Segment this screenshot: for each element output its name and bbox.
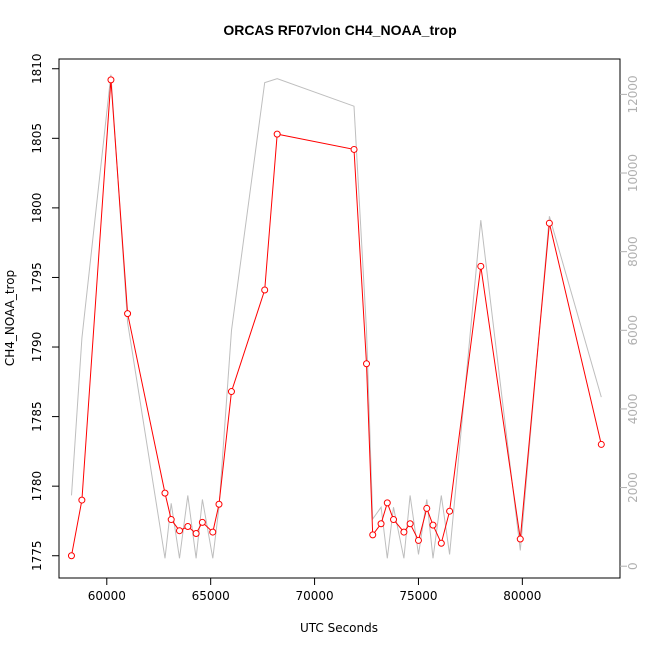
data-point-16 — [363, 360, 371, 368]
data-point-24 — [423, 504, 431, 512]
y2-tick-label-1: 2000 — [626, 472, 640, 503]
data-point-3 — [124, 310, 132, 318]
y2-axis: 0 2000 4000 6000 8000 10000 12000 — [620, 75, 640, 570]
y-tick-label-3: 1790 — [30, 332, 44, 363]
data-point-6 — [176, 527, 184, 535]
x-axis-label: UTC Seconds — [300, 621, 378, 635]
data-point-26 — [437, 539, 445, 547]
y-axis: 1775 1780 1785 1790 1795 1800 1805 1810 — [30, 53, 59, 571]
data-point-14 — [273, 130, 281, 138]
y2-tick-label-5: 10000 — [626, 154, 640, 192]
y2-tick-label-0: 0 — [626, 562, 640, 570]
y-tick-label-1: 1780 — [30, 471, 44, 502]
chart-title: ORCAS RF07vlon CH4_NOAA_trop — [223, 22, 456, 38]
y2-tick-label-3: 6000 — [626, 315, 640, 346]
data-point-11 — [215, 500, 223, 508]
data-point-23 — [414, 536, 422, 544]
data-point-21 — [400, 528, 408, 536]
data-point-10 — [209, 528, 217, 536]
y2-tick-label-2: 4000 — [626, 394, 640, 425]
data-point-2 — [107, 76, 115, 84]
plot-frame — [58, 58, 621, 579]
data-point-1 — [78, 496, 86, 504]
y-tick-label-6: 1805 — [30, 123, 44, 154]
x-tick-label-2: 70000 — [295, 589, 333, 603]
data-point-25 — [429, 521, 437, 529]
data-point-31 — [597, 440, 605, 448]
x-tick-label-1: 65000 — [192, 589, 230, 603]
data-point-17 — [369, 531, 377, 539]
data-point-4 — [161, 489, 169, 497]
y2-tick-label-4: 8000 — [626, 236, 640, 267]
x-axis: 60000 65000 70000 75000 80000 — [88, 578, 541, 603]
series-layer — [67, 74, 605, 560]
y-tick-label-4: 1795 — [30, 262, 44, 293]
data-point-5 — [167, 516, 175, 524]
x-tick-label-4: 80000 — [503, 589, 541, 603]
y-tick-label-2: 1785 — [30, 401, 44, 432]
data-point-18 — [377, 520, 385, 528]
data-point-20 — [390, 516, 398, 524]
y2-tick-label-6: 12000 — [626, 75, 640, 113]
data-point-8 — [192, 529, 200, 537]
data-point-19 — [383, 499, 391, 507]
primary-series-line — [71, 79, 602, 556]
y-tick-label-0: 1775 — [30, 540, 44, 571]
y-tick-label-5: 1800 — [30, 193, 44, 224]
x-tick-label-0: 60000 — [88, 589, 126, 603]
data-point-7 — [184, 523, 192, 531]
y-tick-label-7: 1810 — [30, 53, 44, 84]
data-point-30 — [545, 219, 553, 227]
data-point-15 — [350, 145, 358, 153]
data-point-13 — [261, 286, 269, 294]
data-point-27 — [446, 507, 454, 515]
x-tick-label-3: 75000 — [399, 589, 437, 603]
data-point-9 — [198, 518, 206, 526]
data-point-12 — [227, 388, 235, 396]
data-point-29 — [516, 535, 524, 543]
y-axis-label: CH4_NOAA_trop — [3, 270, 17, 366]
secondary-series-line — [71, 74, 602, 559]
data-point-0 — [67, 552, 75, 560]
data-point-22 — [406, 520, 414, 528]
data-point-28 — [477, 262, 485, 270]
